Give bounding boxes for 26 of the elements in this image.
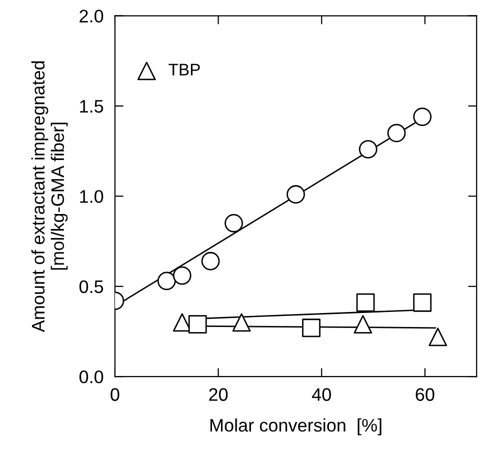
point (358, 140, 378, 158)
x-tick-label: 40 (312, 388, 331, 401)
point (428, 328, 448, 346)
point (188, 315, 207, 334)
y-tick-label: 1.0 (80, 190, 104, 203)
y-tick-label: 1.5 (80, 100, 104, 113)
point (413, 293, 432, 312)
point (356, 293, 375, 312)
x-tick-label: 0 (110, 388, 120, 401)
point (232, 313, 251, 332)
point (413, 108, 432, 126)
point (387, 124, 406, 142)
legend-label: TBP (168, 64, 200, 76)
point (201, 252, 220, 270)
point (286, 185, 305, 204)
point (224, 214, 243, 232)
y-tick-label: 0.0 (79, 370, 104, 384)
point (157, 272, 176, 290)
y-tick-label: 2.0 (80, 10, 104, 23)
x-tick-label: 20 (209, 388, 228, 401)
point (354, 315, 372, 334)
y-tick-label: 0.5 (79, 280, 104, 294)
point (302, 318, 320, 338)
x-tick-label: 60 (416, 388, 434, 401)
y-axis-title: Amount of extractant impregnated [mol/kg-GMA fiber] (31, 61, 68, 332)
x-axis-title: Molar conversion [%] (210, 418, 382, 436)
